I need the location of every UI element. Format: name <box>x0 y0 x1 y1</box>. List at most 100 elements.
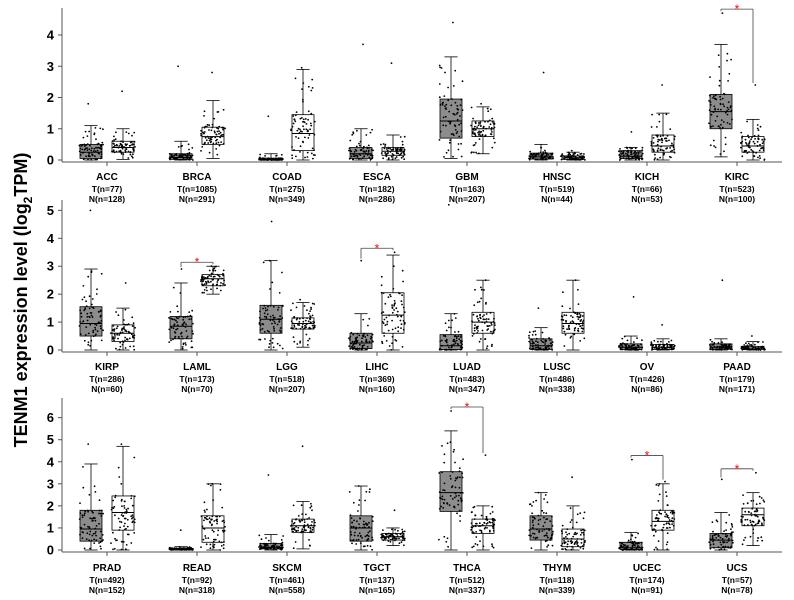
y-tick-label: 0 <box>47 153 54 168</box>
data-point <box>368 491 371 493</box>
data-point <box>571 526 574 529</box>
data-point <box>758 155 761 157</box>
data-point <box>260 538 263 541</box>
data-point <box>385 316 388 319</box>
data-point <box>206 135 209 138</box>
data-point <box>205 283 208 285</box>
data-point <box>201 283 204 286</box>
data-point <box>368 340 371 343</box>
data-point <box>449 495 452 497</box>
data-point <box>640 547 643 550</box>
data-point <box>721 97 724 100</box>
data-point <box>490 322 493 324</box>
data-point <box>129 151 132 153</box>
group-ov: OVT(n=426)N(n=86) <box>618 296 676 394</box>
data-point <box>655 134 658 137</box>
data-point <box>444 115 447 118</box>
data-point <box>267 546 270 549</box>
data-point <box>120 140 122 143</box>
data-point <box>90 539 93 542</box>
data-point <box>452 134 455 137</box>
normal-box-paad <box>740 335 766 351</box>
data-point <box>438 83 441 85</box>
data-point <box>299 341 301 344</box>
data-point <box>631 344 634 347</box>
data-point <box>535 154 537 157</box>
data-point <box>484 338 487 340</box>
data-point <box>746 344 749 347</box>
data-point <box>355 526 358 529</box>
data-point <box>94 158 97 161</box>
data-point <box>91 517 93 520</box>
data-point <box>662 526 665 529</box>
data-point <box>189 314 192 317</box>
data-point <box>84 130 87 133</box>
significance-bracket-lihc: * <box>360 241 394 259</box>
data-point <box>359 542 362 544</box>
data-point <box>83 547 86 550</box>
category-label: PAAD <box>723 362 751 373</box>
y-tick-label: 2 <box>47 287 54 302</box>
data-point <box>394 532 397 535</box>
data-point <box>88 130 90 133</box>
data-point <box>569 336 572 339</box>
data-point <box>200 134 203 137</box>
data-point <box>82 136 85 139</box>
data-point <box>456 343 459 345</box>
data-point <box>98 512 100 515</box>
data-point <box>583 337 586 340</box>
data-point <box>445 329 448 332</box>
normal-box-hnsc <box>560 149 586 161</box>
data-point <box>207 483 210 485</box>
data-point <box>396 535 399 537</box>
data-point <box>650 524 652 527</box>
data-point <box>272 314 274 317</box>
data-point <box>371 520 374 523</box>
normal-count-label: N(n=53) <box>631 194 663 204</box>
data-point <box>298 317 301 320</box>
data-point <box>579 314 582 317</box>
data-point <box>365 341 368 344</box>
data-point <box>277 306 280 309</box>
data-point-max <box>721 279 724 282</box>
data-point-max <box>177 65 180 68</box>
data-point <box>668 139 670 142</box>
data-point <box>380 312 383 314</box>
data-point <box>661 149 664 152</box>
data-point <box>113 505 116 508</box>
data-point <box>313 324 316 327</box>
data-point <box>743 344 746 346</box>
data-point <box>309 327 312 330</box>
data-point <box>215 283 218 286</box>
jitter-points <box>650 84 676 161</box>
data-point <box>756 539 759 542</box>
data-point <box>470 522 473 525</box>
data-point <box>200 150 202 152</box>
data-point <box>490 324 493 326</box>
data-point <box>718 79 721 82</box>
data-point <box>367 535 370 537</box>
data-point <box>577 303 580 305</box>
data-point <box>269 259 271 262</box>
data-point <box>86 312 89 315</box>
category-label: UCEC <box>633 563 661 574</box>
data-point <box>568 157 571 160</box>
data-point <box>744 510 747 513</box>
data-point <box>273 158 276 161</box>
data-point <box>185 323 188 326</box>
data-point <box>213 543 216 546</box>
data-point <box>713 539 716 541</box>
data-point-max <box>632 296 635 298</box>
data-point <box>491 505 494 508</box>
data-point <box>624 346 627 349</box>
data-point <box>358 526 361 529</box>
data-point <box>214 266 216 268</box>
data-point <box>756 124 759 126</box>
data-point <box>755 349 758 351</box>
y-tick-label: 3 <box>47 59 54 74</box>
data-point <box>571 154 574 157</box>
data-point <box>186 157 189 160</box>
data-point <box>276 342 279 345</box>
jitter-points <box>618 296 644 351</box>
data-point <box>304 529 306 532</box>
